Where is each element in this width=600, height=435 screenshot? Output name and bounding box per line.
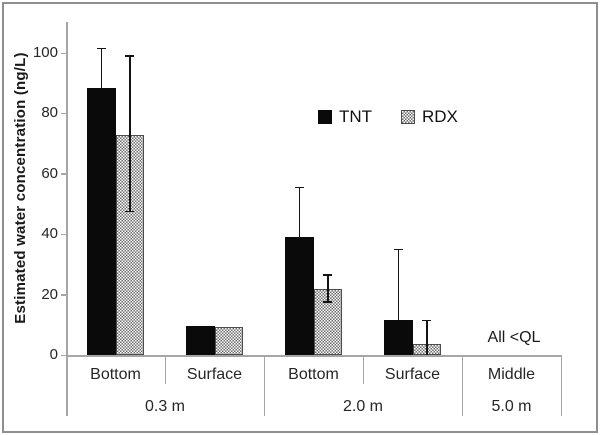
error-bar-cap-top: [323, 274, 333, 276]
y-tick-mark: [61, 294, 66, 296]
category-label-position: Bottom: [288, 366, 339, 383]
bar-rdx-surface-0.3m: [214, 327, 243, 355]
legend-swatch-rdx: [401, 110, 415, 124]
y-tick-label: 40: [41, 225, 58, 243]
error-bar-cap-top: [422, 319, 432, 322]
category-label-depth: 2.0 m: [342, 398, 383, 415]
error-bar-cap-top: [96, 47, 106, 50]
error-bar-line: [426, 320, 428, 355]
y-tick-label: 0: [49, 346, 58, 363]
bar-tnt-surface-0.3m: [186, 326, 215, 355]
below-quantitation-limit-note: All <QL: [487, 329, 541, 346]
y-axis-line: [66, 22, 68, 416]
y-tick-mark: [61, 233, 66, 236]
category-label-depth: 5.0 m: [491, 398, 532, 415]
category-label-position: Surface: [186, 366, 243, 383]
y-tick-label: 20: [41, 285, 58, 303]
position-divider: [363, 355, 364, 384]
error-bar-line: [397, 249, 399, 321]
bar-rdx-bottom-2.0m: [313, 288, 342, 355]
legend-label-rdx: RDX: [422, 107, 458, 126]
category-label-position: Middle: [487, 366, 536, 383]
depth-divider: [264, 355, 265, 416]
error-bar-cap-top: [125, 55, 135, 57]
y-tick-mark: [61, 173, 66, 175]
y-tick-mark: [61, 354, 66, 356]
legend-label-tnt: TNT: [339, 107, 373, 126]
error-bar-cap-top: [294, 186, 304, 189]
error-bar-cap-bottom: [125, 210, 135, 213]
bar-tnt-surface-2.0m: [384, 320, 413, 355]
category-label-depth: 0.3 m: [144, 398, 185, 415]
depth-divider: [462, 355, 463, 416]
category-label-position: Surface: [384, 366, 441, 383]
bar-tnt-bottom-0.3m: [87, 87, 116, 355]
error-bar-cap-top: [393, 248, 403, 251]
error-bar-line: [129, 56, 131, 212]
y-axis-title: Estimated water concentration (ng/L): [12, 52, 29, 324]
error-bar-line: [327, 274, 329, 303]
y-tick-mark: [61, 52, 66, 54]
y-tick-label: 60: [41, 164, 58, 182]
position-divider: [165, 355, 166, 384]
error-bar-line: [100, 48, 102, 88]
y-tick-label: 80: [41, 104, 58, 122]
legend-swatch-tnt: [318, 110, 332, 124]
y-tick-mark: [61, 112, 66, 115]
depth-divider: [561, 355, 562, 416]
bar-tnt-bottom-2.0m: [285, 237, 314, 355]
error-bar-cap-bottom: [323, 301, 333, 303]
category-label-position: Bottom: [90, 366, 141, 383]
error-bar-line: [298, 187, 300, 238]
y-tick-label: 100: [32, 44, 58, 61]
x-axis-line: [66, 355, 561, 357]
